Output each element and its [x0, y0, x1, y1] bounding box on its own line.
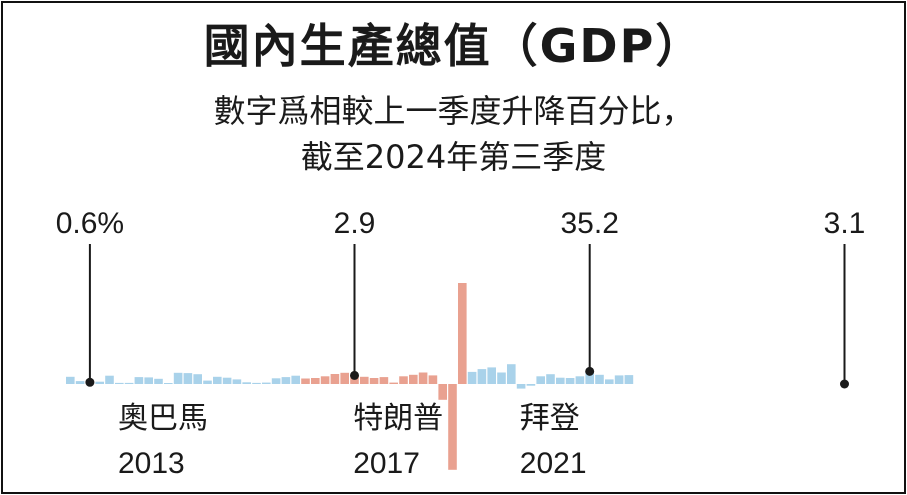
bar-biden-49 — [546, 374, 555, 384]
bar-obama-17 — [232, 379, 242, 384]
bar-obama-21 — [271, 378, 281, 384]
president-year-0: 2013 — [118, 447, 185, 480]
bar-trump-38 — [438, 384, 447, 400]
president-year-2: 2021 — [520, 447, 587, 480]
bar-obama-23 — [291, 375, 300, 384]
chart-title: 國內生產總值（GDP） — [203, 19, 704, 73]
bar-obama-11 — [173, 372, 183, 384]
bar-obama-9 — [154, 378, 163, 384]
bar-obama-4 — [105, 375, 114, 384]
bar-obama-15 — [213, 376, 222, 384]
bar-biden-45 — [507, 364, 516, 384]
bar-obama-7 — [134, 377, 144, 384]
bar-trump-24 — [301, 378, 310, 384]
bar-obama-13 — [193, 374, 202, 384]
annotation-label-0: 0.6% — [56, 207, 124, 240]
bar-trump-26 — [320, 376, 330, 384]
bar-trump-40 — [458, 283, 467, 384]
bar-biden-48 — [536, 376, 545, 384]
bar-trump-27 — [330, 374, 340, 384]
annotation-dot-3 — [840, 379, 849, 389]
bar-trump-34 — [399, 376, 408, 384]
bar-biden-57 — [624, 375, 634, 384]
bar-obama-14 — [203, 380, 212, 384]
bar-biden-53 — [585, 371, 594, 384]
bar-obama-5 — [115, 382, 124, 384]
annotation-label-1: 2.9 — [334, 207, 376, 240]
bar-obama-22 — [281, 377, 291, 384]
president-name-2: 拜登 — [520, 402, 580, 435]
chart-subtitle-line-1: 數字爲相較上一季度升降百分比， — [213, 92, 694, 130]
bar-trump-33 — [389, 382, 398, 384]
president-name-1: 特朗普 — [353, 402, 443, 435]
bar-biden-47 — [526, 384, 536, 386]
bar-biden-54 — [595, 374, 604, 384]
annotation-dot-1 — [350, 370, 359, 380]
bar-obama-12 — [183, 373, 193, 384]
bar-trump-28 — [340, 372, 349, 384]
bar-trump-39 — [448, 384, 457, 470]
bar-biden-42 — [477, 369, 487, 384]
bar-trump-32 — [379, 377, 389, 384]
bar-biden-52 — [575, 376, 585, 384]
bar-biden-43 — [487, 367, 496, 384]
bar-trump-36 — [418, 372, 428, 384]
bar-biden-44 — [497, 372, 506, 384]
bar-trump-37 — [428, 375, 438, 384]
bar-obama-16 — [222, 377, 232, 384]
bar-obama-19 — [252, 382, 261, 384]
bar-trump-31 — [369, 378, 379, 384]
bar-biden-50 — [556, 377, 565, 384]
president-year-1: 2017 — [353, 447, 420, 480]
bar-trump-30 — [360, 376, 369, 384]
annotation-dot-2 — [585, 366, 595, 376]
president-name-0: 奧巴馬 — [118, 402, 208, 435]
bar-biden-46 — [516, 384, 526, 389]
bar-biden-55 — [605, 379, 614, 384]
bar-obama-18 — [242, 382, 251, 384]
bar-obama-6 — [124, 382, 134, 384]
bar-obama-8 — [144, 377, 153, 384]
annotation-label-3: 3.1 — [824, 207, 866, 240]
bar-trump-35 — [409, 374, 418, 384]
chart-subtitle-line-2: 截至2024年第三季度 — [300, 138, 607, 176]
bar-trump-25 — [311, 378, 320, 384]
bar-obama-10 — [164, 383, 173, 384]
bar-obama-1 — [75, 381, 85, 384]
bar-obama-3 — [95, 381, 104, 384]
bar-biden-41 — [467, 371, 477, 384]
bar-obama-20 — [262, 382, 271, 384]
bar-biden-51 — [565, 378, 575, 384]
annotation-label-2: 35.2 — [561, 207, 619, 240]
bar-biden-56 — [614, 375, 624, 384]
bar-obama-0 — [66, 376, 75, 384]
annotation-dot-0 — [85, 377, 95, 387]
